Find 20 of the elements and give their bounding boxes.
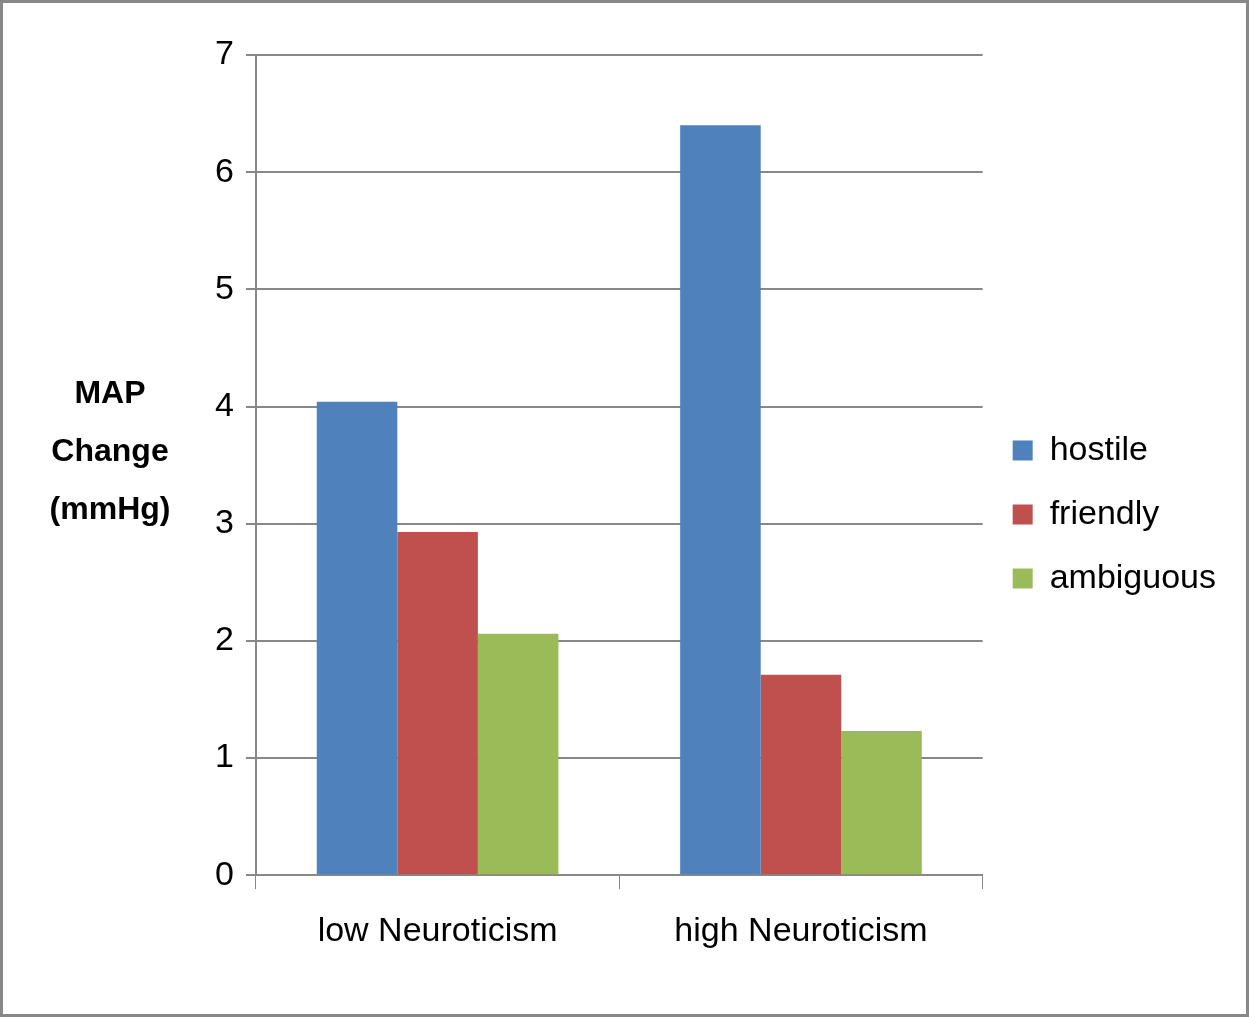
y-tick-label: 7 [214,33,234,72]
legend-label: friendly [1049,492,1160,531]
bar [397,531,478,875]
bar [477,633,559,875]
y-axis-title: MAP Change (mmHg) [49,373,171,526]
x-tick-label: high Neuroticism [674,909,928,948]
bar [680,125,761,875]
y-tick-label: 4 [214,384,234,423]
y-tick-label: 3 [214,502,234,541]
y-tick-label: 1 [214,736,234,775]
legend-label: hostile [1049,428,1148,467]
y-tick-label: 0 [214,853,234,892]
y-tick-label: 2 [214,619,234,658]
bar [841,731,922,875]
x-tick-label: low Neuroticism [317,909,558,948]
bar [316,401,398,875]
y-tick-label: 6 [214,150,234,189]
legend-label: ambiguous [1049,556,1217,595]
bar [760,674,842,875]
y-tick-label: 5 [214,267,234,306]
